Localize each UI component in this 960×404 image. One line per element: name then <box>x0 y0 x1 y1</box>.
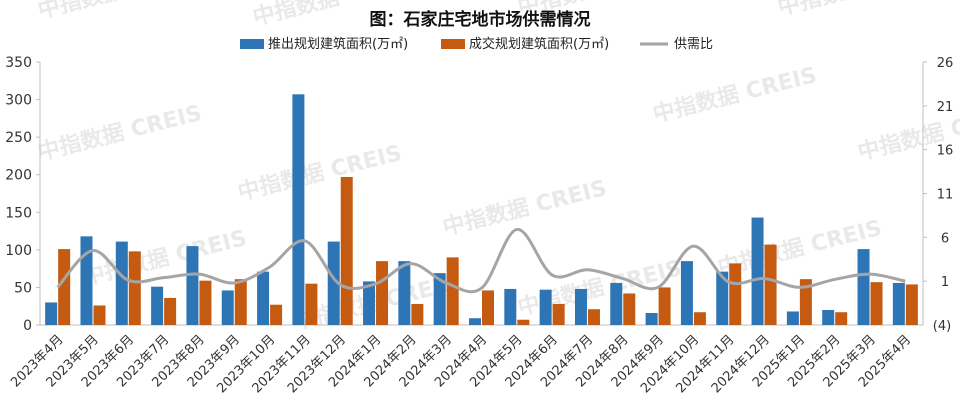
bar-supply <box>892 282 905 325</box>
bar-transaction <box>764 244 777 325</box>
bar-transaction <box>446 257 459 325</box>
bar-transaction <box>799 279 812 325</box>
bar-supply <box>115 241 128 325</box>
bar-supply <box>574 288 587 325</box>
bar-supply <box>151 286 164 325</box>
bar-transaction <box>340 176 353 325</box>
left-axis-tick-label: 50 <box>14 280 32 296</box>
bar-supply <box>857 249 870 325</box>
bar-supply <box>680 261 693 325</box>
bar-transaction <box>552 303 565 325</box>
legend-label-transaction: 成交规划建筑面积(万㎡) <box>469 36 609 52</box>
bar-transaction <box>623 293 636 325</box>
legend-label-supply: 推出规划建筑面积(万㎡) <box>268 36 408 52</box>
bar-transaction <box>234 279 247 325</box>
bar-transaction <box>305 283 318 325</box>
ratio-line-layer <box>56 227 906 294</box>
legend-label-ratio: 供需比 <box>674 37 713 52</box>
bar-supply <box>822 309 835 325</box>
left-axis-tick-label: 150 <box>5 205 32 221</box>
bar-supply <box>257 271 270 325</box>
bar-supply <box>363 281 376 325</box>
bar-transaction <box>587 309 600 325</box>
bar-supply <box>645 312 658 325</box>
left-axis-tick-label: 0 <box>23 318 32 334</box>
bar-transaction <box>729 263 742 325</box>
bar-supply <box>504 288 517 325</box>
right-axis-tick-label: 6 <box>941 231 949 246</box>
ratio-line <box>56 227 906 294</box>
bar-transaction <box>93 305 106 325</box>
bar-transaction <box>870 282 883 325</box>
bar-supply <box>186 246 199 325</box>
left-axis-tick-label: 100 <box>5 243 32 259</box>
left-axis-tick-label: 200 <box>5 168 32 184</box>
right-axis-tick-label: 16 <box>937 144 954 159</box>
bar-transaction <box>270 304 283 325</box>
bar-transaction <box>482 290 494 325</box>
right-axis-tick-label: 21 <box>937 100 954 115</box>
watermark-text: 中指数据 CREIS <box>235 140 404 206</box>
right-axis-tick-label: 1 <box>941 275 949 290</box>
watermark-text: 中指数据 CREIS <box>35 100 204 166</box>
bar-supply <box>398 261 411 325</box>
bar-transaction <box>128 251 141 325</box>
bar-transaction <box>905 284 918 325</box>
right-axis-tick-label: 26 <box>937 56 954 71</box>
chart-title: 图：石家庄宅地市场供需情况 <box>370 9 591 30</box>
bar-supply <box>45 302 58 325</box>
left-axis-tick-label: 300 <box>5 93 32 109</box>
legend: 推出规划建筑面积(万㎡) 成交规划建筑面积(万㎡) 供需比 <box>240 36 713 52</box>
bar-supply <box>80 236 93 325</box>
legend-swatch-transaction <box>441 39 465 49</box>
bar-transaction <box>693 312 706 325</box>
bar-supply <box>433 273 446 325</box>
bar-transaction <box>835 312 848 325</box>
bar-supply <box>327 241 340 325</box>
bar-transaction <box>411 303 424 325</box>
bar-supply <box>610 282 623 325</box>
left-axis-tick-label: 350 <box>5 55 32 71</box>
bar-transaction <box>58 249 71 325</box>
right-axis-negative-label: (4) <box>933 319 951 334</box>
bar-supply <box>469 318 481 325</box>
x-axis-labels: 2023年4月2023年5月2023年6月2023年7月2023年8月2023年… <box>8 332 914 396</box>
bar-transaction <box>199 280 212 325</box>
legend-swatch-supply <box>240 39 264 49</box>
bar-supply <box>539 289 552 325</box>
watermark-text: 中指数据 CREIS <box>440 175 609 241</box>
bar-supply <box>292 94 305 325</box>
bar-transaction <box>376 261 389 325</box>
watermark-text: 中指数据 CREIS <box>775 0 944 21</box>
bar-supply <box>221 290 234 325</box>
watermark-text: 中指数据 CREIS <box>35 0 204 24</box>
bar-supply <box>786 311 799 325</box>
bar-transaction <box>517 319 530 325</box>
bar-supply <box>751 217 764 325</box>
bar-transaction <box>658 287 671 325</box>
bar-transaction <box>164 297 177 325</box>
left-axis-tick-label: 250 <box>5 130 32 146</box>
bars-layer <box>45 94 918 325</box>
right-axis-tick-label: 11 <box>937 188 954 203</box>
bar-supply <box>716 271 729 325</box>
watermark-text: 中指数据 CREIS <box>650 62 819 128</box>
